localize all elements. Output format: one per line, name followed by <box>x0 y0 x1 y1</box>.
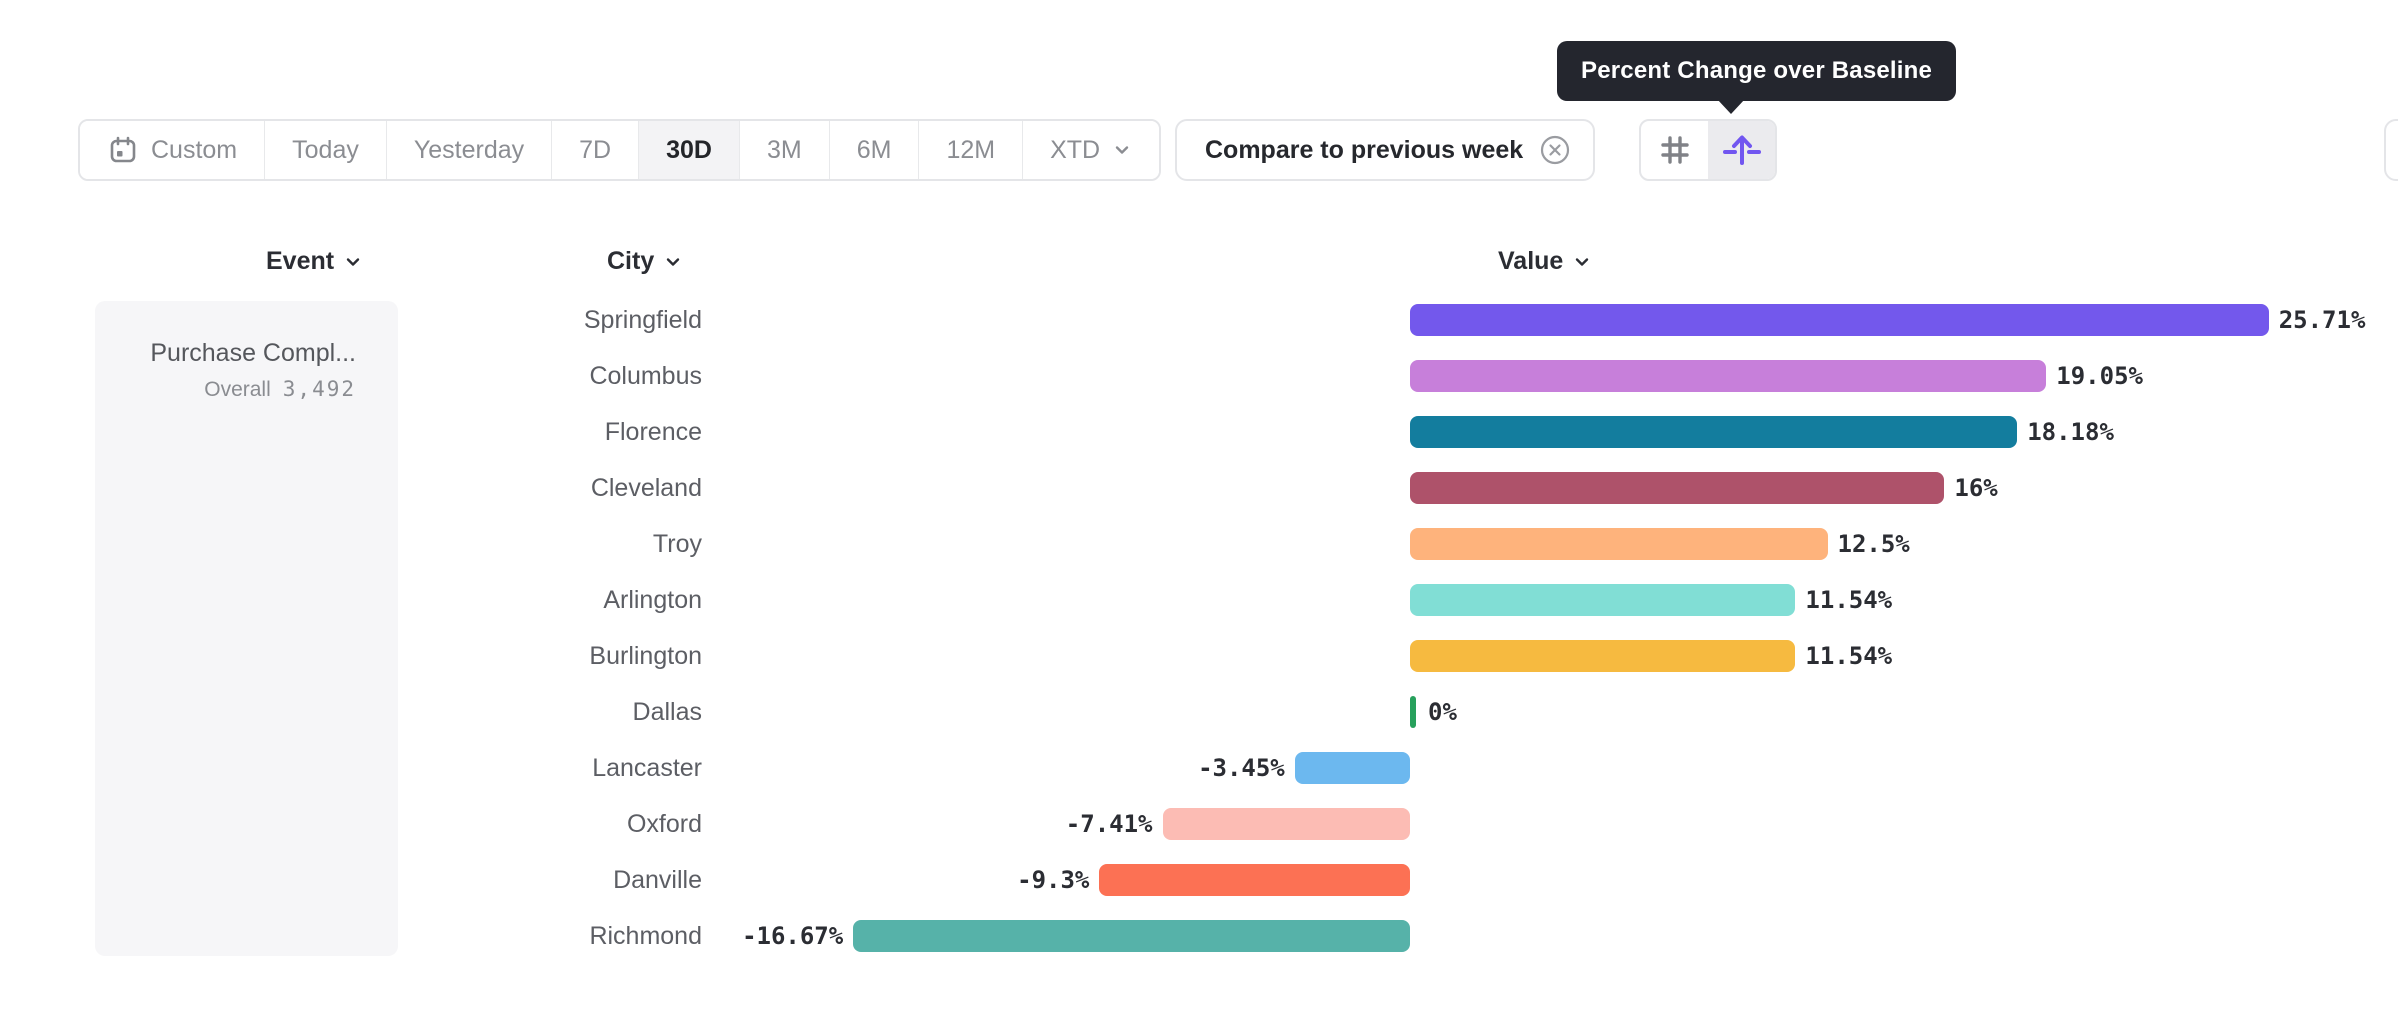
city-label: Lancaster <box>592 754 702 782</box>
column-header-event-label: Event <box>266 247 335 275</box>
event-segment-count: 3,492 <box>282 377 356 401</box>
date-range-label: 12M <box>946 135 996 164</box>
date-range-button-today[interactable]: Today <box>264 121 386 179</box>
date-range-label: Custom <box>151 135 238 164</box>
bar-oxford[interactable] <box>1162 808 1410 840</box>
chevron-down-icon <box>667 257 680 266</box>
event-segment-label: Overall <box>204 378 271 401</box>
city-label: Burlington <box>589 642 702 670</box>
chart-row: Florence 18.18% <box>0 404 2398 460</box>
date-range-button-yesterday[interactable]: Yesterday <box>385 121 552 179</box>
column-header-city-label: City <box>607 247 655 275</box>
city-label: Florence <box>604 418 702 446</box>
date-range-button-30d[interactable]: 30D <box>638 121 739 179</box>
date-range-label: 6M <box>856 135 892 164</box>
column-header-value[interactable]: Value <box>1498 247 1592 276</box>
date-range-picker: Custom Today Yesterday 7D 30D 3M 6M 12M XTD <box>78 119 1162 181</box>
date-range-button-custom[interactable]: Custom <box>80 121 265 179</box>
chart-value-mode-toggle <box>1639 119 1777 181</box>
value-label: -9.3% <box>1017 866 1090 894</box>
city-label: Troy <box>652 530 702 558</box>
date-range-label: 3M <box>766 135 802 164</box>
tooltip-text: Percent Change over Baseline <box>1581 57 1933 84</box>
compare-chip[interactable]: Compare to previous week <box>1175 119 1596 181</box>
city-label: Cleveland <box>590 474 702 502</box>
city-label: Arlington <box>603 586 702 614</box>
chart-row: Cleveland 16% <box>0 460 2398 516</box>
absolute-numbers-button[interactable] <box>1641 121 1708 179</box>
chart-row: Troy 12.5% <box>0 516 2398 572</box>
city-label: Danville <box>613 866 702 894</box>
bar-danville[interactable] <box>1099 864 1410 896</box>
date-range-button-6m[interactable]: 6M <box>828 121 919 179</box>
chart-row: Columbus 19.05% <box>0 348 2398 404</box>
chart-row: Lancaster -3.45% <box>0 740 2398 796</box>
value-label: 0% <box>1428 698 1457 726</box>
bar-florence[interactable] <box>1410 416 2018 448</box>
tooltip: Percent Change over Baseline <box>1557 41 1957 101</box>
tooltip-arrow <box>1717 99 1745 114</box>
event-card[interactable]: Purchase Compl... Overall 3,492 <box>95 301 398 956</box>
value-label: 11.54% <box>1805 586 1893 614</box>
bar-burlington[interactable] <box>1410 640 1796 672</box>
event-name: Purchase Compl... <box>150 339 356 367</box>
date-range-label: Today <box>292 135 359 164</box>
city-label: Oxford <box>626 810 702 838</box>
bar-columbus[interactable] <box>1410 360 2047 392</box>
hash-icon <box>1657 132 1693 168</box>
city-label: Richmond <box>589 922 702 950</box>
chart-row: Burlington 11.54% <box>0 628 2398 684</box>
percent-change-button[interactable] <box>1708 121 1775 179</box>
column-header-value-label: Value <box>1498 247 1564 275</box>
bar-cleveland[interactable] <box>1410 472 1945 504</box>
chevron-down-icon <box>1576 257 1589 266</box>
chart-row: Oxford -7.41% <box>0 796 2398 852</box>
date-range-button-3m[interactable]: 3M <box>738 121 829 179</box>
date-range-label: Yesterday <box>413 135 525 164</box>
bar-lancaster[interactable] <box>1294 752 1410 784</box>
compare-chip-label: Compare to previous week <box>1205 135 1524 164</box>
value-label: 16% <box>1954 474 1998 502</box>
date-range-label: 30D <box>666 135 712 164</box>
percent-change-arrow-icon <box>1720 132 1764 168</box>
date-range-button-xtd[interactable]: XTD <box>1022 121 1160 179</box>
value-label: -7.41% <box>1065 810 1153 838</box>
date-range-button-12m[interactable]: 12M <box>918 121 1023 179</box>
chart-row: Springfield 25.71% <box>0 292 2398 348</box>
value-label: 18.18% <box>2027 418 2114 446</box>
remove-compare-icon[interactable] <box>1539 134 1571 166</box>
calendar-icon <box>110 136 136 163</box>
chart-row: Richmond -16.67% <box>0 908 2398 964</box>
bar-springfield[interactable] <box>1410 304 2269 336</box>
date-range-button-7d[interactable]: 7D <box>551 121 639 179</box>
column-header-city[interactable]: City <box>607 247 683 276</box>
value-label: 25.71% <box>2278 306 2366 334</box>
date-range-label: 7D <box>579 135 612 164</box>
column-header-event[interactable]: Event <box>266 247 363 276</box>
chevron-down-icon <box>1115 146 1129 154</box>
bar-chart: Springfield 25.71% Columbus 19.05% Florence 1… <box>0 292 2398 964</box>
value-label: -3.45% <box>1198 754 1285 782</box>
value-label: -16.67% <box>742 922 844 950</box>
date-range-label: XTD <box>1050 135 1101 164</box>
chart-row: Arlington 11.54% <box>0 572 2398 628</box>
city-label: Columbus <box>589 362 702 390</box>
clipped-toolbar-button[interactable] <box>2384 119 2398 181</box>
chart-row: Danville -9.3% <box>0 852 2398 908</box>
value-label: 12.5% <box>1837 530 1910 558</box>
bar-richmond[interactable] <box>853 920 1410 952</box>
chevron-down-icon <box>346 257 360 266</box>
event-segment-row: Overall 3,492 <box>115 377 356 402</box>
bar-arlington[interactable] <box>1410 584 1796 616</box>
city-label: Springfield <box>583 306 702 334</box>
chart-row: Dallas 0% <box>0 684 2398 740</box>
city-label: Dallas <box>632 698 702 726</box>
value-label: 11.54% <box>1805 642 1893 670</box>
bar-dallas[interactable] <box>1410 696 1416 728</box>
value-label: 19.05% <box>2056 362 2143 390</box>
bar-troy[interactable] <box>1410 528 1828 560</box>
